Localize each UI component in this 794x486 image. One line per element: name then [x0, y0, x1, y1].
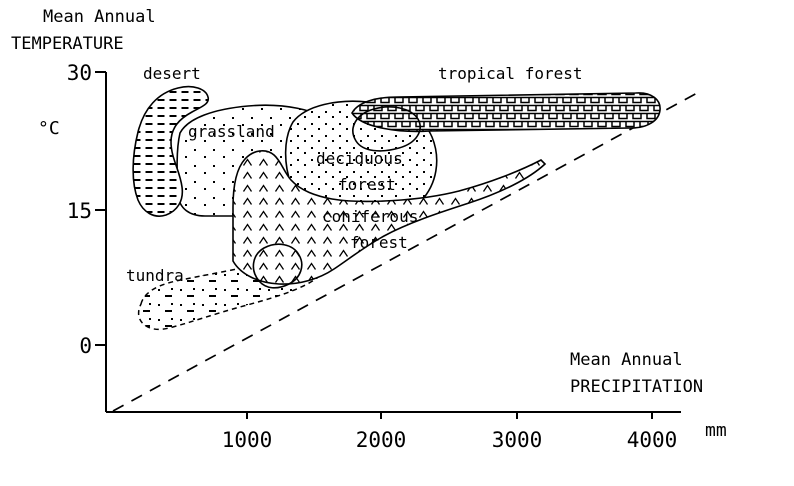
- coniferous-forest-region: [232, 150, 547, 285]
- y-tick-15: 15: [67, 199, 92, 223]
- coniferous-label-line2: forest: [350, 233, 408, 252]
- deciduous-tropical-overlap-outline: [352, 106, 421, 152]
- deciduous-label-line2: forest: [338, 175, 396, 194]
- x-axis-title-line2: PRECIPITATION: [570, 377, 703, 397]
- tropical-forest-label: tropical forest: [438, 64, 583, 83]
- x-tick-2000: 2000: [356, 428, 407, 452]
- y-tick-0: 0: [79, 334, 92, 358]
- x-tick-3000: 3000: [492, 428, 543, 452]
- y-axis-ticks: [95, 71, 106, 346]
- coniferous-label-line1: coniferous: [322, 207, 418, 226]
- deciduous-label-line1: deciduous: [316, 149, 403, 168]
- y-axis-unit: °C: [38, 118, 60, 139]
- x-tick-4000: 4000: [627, 428, 678, 452]
- desert-label: desert: [143, 64, 201, 83]
- x-axis-title-line1: Mean Annual: [570, 350, 683, 370]
- x-tick-1000: 1000: [222, 428, 273, 452]
- coniferous-tundra-overlap-outline: [252, 243, 303, 289]
- diagonal-dashed-line: [112, 91, 700, 412]
- x-axis-unit: mm: [705, 420, 727, 441]
- tropical-forest-region: [351, 92, 661, 133]
- y-axis-title-line2: TEMPERATURE: [11, 34, 124, 54]
- desert-region: [132, 85, 210, 217]
- y-axis-title-line1: Mean Annual: [43, 7, 156, 27]
- tundra-label: tundra: [126, 266, 184, 285]
- x-axis-ticks: [246, 412, 653, 419]
- y-tick-30: 30: [67, 61, 92, 85]
- grassland-label: grassland: [188, 122, 275, 141]
